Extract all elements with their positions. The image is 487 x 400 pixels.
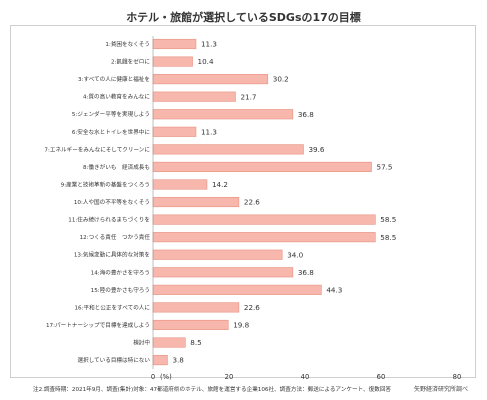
value-label: 22.6 bbox=[244, 303, 260, 312]
category-label: 2:飢餓をゼロに bbox=[111, 58, 150, 66]
value-label: 44.3 bbox=[326, 285, 342, 294]
value-label: 22.6 bbox=[244, 198, 260, 207]
category-label: 16:平和と公正をすべての人に bbox=[74, 303, 150, 311]
value-label: 39.6 bbox=[308, 145, 324, 154]
bar bbox=[152, 56, 193, 67]
category-label: 3:すべての人に健康と福祉を bbox=[78, 75, 150, 83]
chart-frame bbox=[10, 25, 476, 378]
bar bbox=[152, 144, 304, 155]
value-label: 34.0 bbox=[287, 250, 303, 259]
bar bbox=[152, 355, 168, 366]
bar bbox=[152, 267, 294, 278]
bar bbox=[152, 126, 197, 137]
value-label: 8.5 bbox=[190, 338, 201, 347]
category-label: 7:エネルギーをみんなにそしてクリーンに bbox=[44, 146, 150, 153]
category-label: 検討中 bbox=[133, 339, 150, 347]
category-label: 12:つくる責任 つかう責任 bbox=[80, 233, 151, 241]
survey-footnote: 注2.調査時期：2021年9月、調査(集計)対象：47都道府県のホテル、旅館を運… bbox=[33, 387, 392, 393]
value-label: 57.5 bbox=[377, 163, 393, 172]
category-label: 15:陸の豊かさも守ろう bbox=[91, 286, 150, 294]
category-label: 4:質の高い教育をみんなに bbox=[83, 93, 150, 101]
bar bbox=[152, 109, 294, 120]
bar bbox=[152, 249, 283, 260]
bar bbox=[152, 319, 229, 331]
value-label: 19.8 bbox=[233, 321, 249, 330]
value-label: 36.8 bbox=[298, 268, 314, 277]
category-label: 5:ジェンダー平等を実現しよう bbox=[72, 110, 150, 118]
category-label: 9:産業と技術革新の基盤をつくろう bbox=[61, 180, 150, 188]
source-note: 矢野経済研究所調べ bbox=[414, 385, 468, 393]
category-label: 6:安全な水とトイレを世界中に bbox=[72, 128, 151, 136]
x-tick-label: 0 bbox=[151, 373, 155, 381]
bar bbox=[152, 214, 376, 225]
category-label: 11:住み続けられるまちづくりを bbox=[68, 216, 150, 224]
value-label: 21.7 bbox=[240, 92, 256, 101]
category-label: 17:パートナーシップで目標を達成しよう bbox=[46, 321, 150, 329]
bar bbox=[152, 337, 186, 348]
bar bbox=[152, 91, 236, 102]
value-label: 58.5 bbox=[380, 233, 396, 242]
bar bbox=[152, 179, 208, 190]
bar bbox=[152, 284, 322, 295]
x-tick-label: 20 bbox=[225, 373, 234, 381]
value-label: 58.5 bbox=[380, 215, 396, 224]
bars-group: 1:貧困をなくそう 11.3 2:飢餓をゼロに 10.4 3:すべての人に健康と福祉を 3… bbox=[44, 38, 396, 366]
bar bbox=[152, 232, 376, 243]
chart-title: ホテル・旅館が選択しているSDGsの17の目標 bbox=[126, 11, 361, 24]
bar bbox=[152, 302, 240, 313]
x-axis: 0 20 40 60 80 (%) 矢野経済研究所調べ bbox=[151, 36, 468, 393]
value-label: 3.8 bbox=[172, 356, 184, 365]
unit-label: (%) bbox=[160, 373, 172, 381]
value-label: 11.3 bbox=[201, 127, 217, 136]
bar bbox=[152, 196, 240, 208]
value-label: 14.2 bbox=[212, 180, 228, 189]
category-label: 14:海の豊かさを守ろう bbox=[91, 268, 150, 276]
x-tick-label: 80 bbox=[453, 373, 462, 381]
category-label: 13:気候変動に具体的な対策を bbox=[74, 251, 150, 259]
value-label: 36.8 bbox=[298, 110, 314, 119]
category-label: 10:人や国の不平等をなくそう bbox=[74, 198, 150, 206]
value-label: 30.2 bbox=[273, 75, 289, 84]
x-tick-label: 40 bbox=[301, 373, 310, 381]
bar bbox=[152, 74, 269, 85]
value-label: 10.4 bbox=[198, 57, 214, 66]
bar bbox=[152, 38, 197, 50]
category-label: 選択している目標は特にない bbox=[77, 356, 150, 364]
category-label: 8:働きがいも 経済成長も bbox=[83, 163, 150, 171]
value-label: 11.3 bbox=[201, 40, 217, 49]
category-label: 1:貧困をなくそう bbox=[105, 40, 150, 48]
x-tick-label: 60 bbox=[377, 373, 386, 381]
bar bbox=[152, 161, 372, 172]
